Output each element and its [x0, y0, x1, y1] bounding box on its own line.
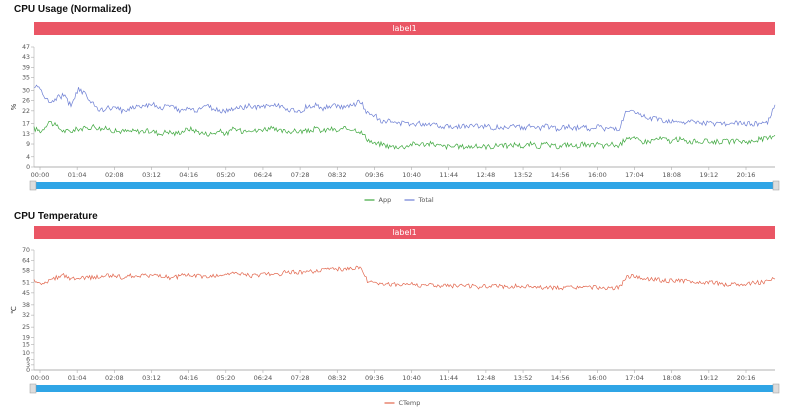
legend-label-app[interactable]: App	[379, 196, 392, 204]
y-tick-label: 51	[22, 280, 30, 287]
y-tick-label: 38	[22, 302, 30, 309]
y-tick-label: 64	[22, 257, 30, 264]
x-tick-label: 00:00	[31, 171, 50, 179]
y-tick-label: 10	[22, 350, 30, 357]
x-tick-label: 09:36	[365, 171, 384, 179]
x-tick-label: 05:20	[216, 374, 235, 382]
y-axis-label: ℃	[10, 306, 18, 314]
y-tick-label: 70	[22, 247, 30, 254]
cpu-temperature-title: CPU Temperature	[14, 211, 98, 222]
y-axis-label: %	[10, 103, 18, 110]
x-tick-label: 13:52	[514, 374, 533, 382]
legend-label-total[interactable]: Total	[418, 196, 434, 204]
series-line-ctemp	[33, 265, 776, 291]
y-tick-label: 43	[22, 54, 30, 61]
x-tick-label: 08:32	[328, 374, 347, 382]
y-tick-label: 30	[22, 87, 30, 94]
x-tick-label: 17:04	[625, 171, 644, 179]
y-tick-label: 0	[26, 367, 30, 374]
x-tick-label: 02:08	[105, 171, 124, 179]
y-tick-label: 0	[26, 164, 30, 171]
x-tick-label: 04:16	[179, 171, 198, 179]
range-slider-right-handle[interactable]	[772, 180, 780, 191]
y-tick-label: 19	[22, 334, 30, 341]
cpu-usage-title: CPU Usage (Normalized)	[14, 4, 132, 15]
x-tick-label: 11:44	[439, 374, 458, 382]
y-tick-label: 22	[22, 108, 30, 115]
x-tick-label: 00:00	[31, 374, 50, 382]
y-tick-label: 39	[22, 64, 30, 71]
series-line-total	[34, 84, 776, 133]
x-tick-label: 14:56	[551, 374, 570, 382]
x-tick-label: 20:16	[737, 171, 756, 179]
x-tick-label: 03:12	[142, 374, 161, 382]
x-tick-label: 05:20	[216, 171, 235, 179]
y-tick-label: 13	[22, 131, 30, 138]
x-tick-label: 03:12	[142, 171, 161, 179]
y-tick-label: 35	[22, 75, 30, 82]
x-tick-label: 17:04	[625, 374, 644, 382]
legend-label-ctemp[interactable]: CTemp	[399, 399, 421, 407]
x-tick-label: 04:16	[179, 374, 198, 382]
series-line-app	[33, 121, 776, 151]
x-tick-label: 10:40	[402, 374, 421, 382]
x-tick-label: 06:24	[254, 171, 273, 179]
x-tick-label: 09:36	[365, 374, 384, 382]
x-tick-label: 18:08	[662, 374, 681, 382]
x-tick-label: 11:44	[439, 171, 458, 179]
y-tick-label: 47	[22, 44, 30, 51]
x-tick-label: 07:28	[291, 374, 310, 382]
x-tick-label: 08:32	[328, 171, 347, 179]
cpu-usage-chart: 0 4 9 13 17 22 26 30 35 39 43 47% 00:00 01:04 02:08 03:…	[10, 44, 780, 204]
x-tick-label: 12:48	[477, 171, 496, 179]
y-tick-label: 45	[22, 290, 30, 297]
y-tick-label: 32	[22, 312, 30, 319]
x-tick-label: 20:16	[737, 374, 756, 382]
y-tick-label: 4	[26, 154, 30, 161]
x-tick-label: 06:24	[254, 374, 273, 382]
y-tick-label: 15	[22, 341, 30, 348]
x-tick-label: 19:12	[699, 171, 718, 179]
x-tick-label: 01:04	[68, 374, 87, 382]
x-tick-label: 07:28	[291, 171, 310, 179]
x-tick-label: 10:40	[402, 171, 421, 179]
x-tick-label: 19:12	[699, 374, 718, 382]
x-tick-label: 14:56	[551, 171, 570, 179]
y-tick-label: 58	[22, 268, 30, 275]
cpu-temperature-panel: CPU Temperature label1 0 3 6 10 15 19 25 32 38 45…	[0, 207, 800, 415]
x-tick-label: 01:04	[68, 171, 87, 179]
x-tick-label: 16:00	[588, 374, 607, 382]
y-tick-label: 25	[22, 324, 30, 331]
x-tick-label: 13:52	[514, 171, 533, 179]
x-tick-label: 02:08	[105, 374, 124, 382]
y-tick-label: 26	[22, 98, 30, 105]
range-slider-left-handle[interactable]	[29, 383, 37, 394]
cpu-usage-panel: CPU Usage (Normalized) label1 0 4 9 13 17 22 2…	[0, 0, 800, 207]
cpu-usage-label-bar: label1	[34, 22, 775, 35]
range-slider-right-handle[interactable]	[772, 383, 780, 394]
range-slider-track[interactable]	[31, 385, 778, 392]
range-slider-track[interactable]	[31, 182, 778, 189]
y-tick-label: 17	[22, 121, 30, 128]
x-tick-label: 18:08	[662, 171, 681, 179]
y-tick-label: 6	[26, 357, 30, 364]
y-tick-label: 9	[26, 141, 30, 148]
cpu-temperature-label-bar: label1	[34, 226, 775, 239]
y-tick-label: 3	[26, 362, 30, 369]
x-tick-label: 16:00	[588, 171, 607, 179]
range-slider-left-handle[interactable]	[29, 180, 37, 191]
x-tick-label: 12:48	[477, 374, 496, 382]
